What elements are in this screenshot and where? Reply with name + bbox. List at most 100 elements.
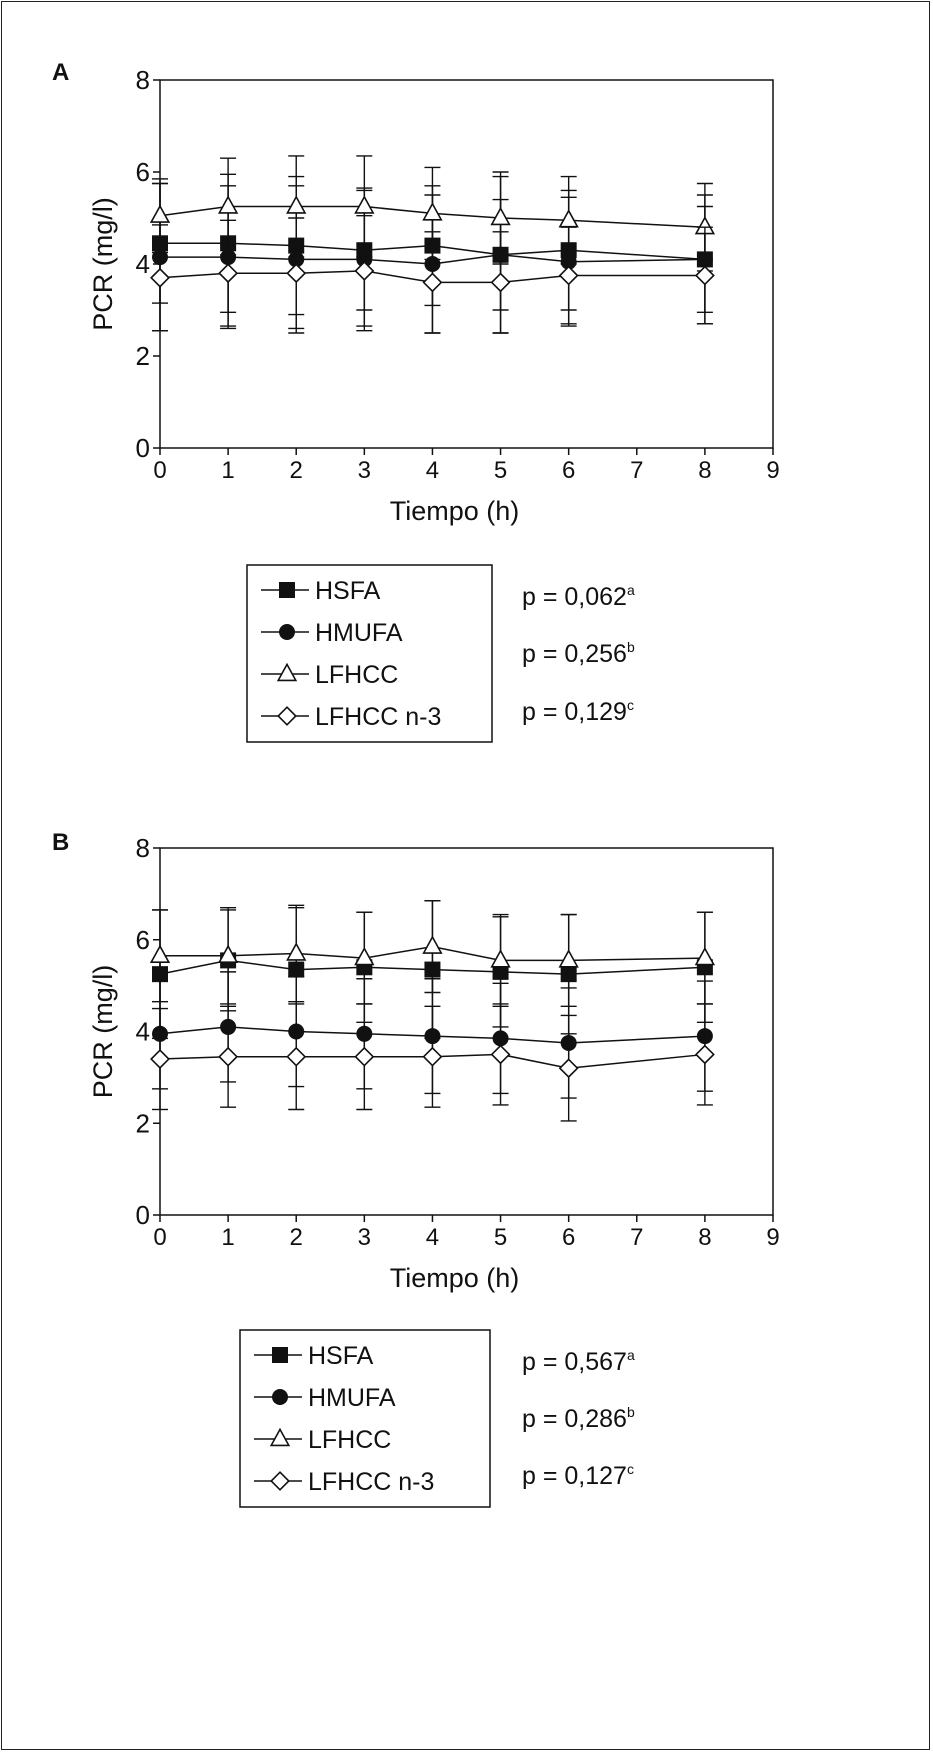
p-value-superscript: b xyxy=(627,1404,635,1420)
series-lfhcc-n-3 xyxy=(150,1003,715,1122)
y-tick-label: 6 xyxy=(136,157,150,187)
x-tick-label: 3 xyxy=(358,457,371,484)
marker-diamond xyxy=(422,272,443,293)
marker-square xyxy=(279,582,295,598)
y-tick-label: 4 xyxy=(136,249,150,279)
y-tick-label: 8 xyxy=(136,65,150,95)
marker-diamond xyxy=(558,265,579,286)
marker-diamond xyxy=(286,263,307,284)
p-value-text: p = 0,127 xyxy=(522,1462,627,1490)
x-tick-label: 8 xyxy=(698,1224,711,1251)
series-line xyxy=(159,1026,705,1044)
x-tick-label: 1 xyxy=(221,457,234,484)
panel-label: B xyxy=(52,829,69,856)
p-value: p = 0,129c xyxy=(522,697,634,726)
legend-item: HSFA xyxy=(261,577,381,605)
marker-triangle xyxy=(276,662,298,682)
marker-triangle xyxy=(149,204,171,223)
y-axis-label: PCR (mg/l) xyxy=(88,965,118,1099)
p-value-text: p = 0,567 xyxy=(522,1348,627,1376)
x-tick-label: 5 xyxy=(494,1224,507,1251)
x-tick-label: 7 xyxy=(630,1224,643,1251)
legend-item: HMUFA xyxy=(254,1384,396,1412)
series-line xyxy=(160,242,705,261)
legend-item: HSFA xyxy=(254,1342,374,1370)
p-value-superscript: c xyxy=(627,1461,634,1477)
marker-triangle xyxy=(558,209,579,228)
legend-label: HSFA xyxy=(308,1342,374,1370)
y-tick-label: 2 xyxy=(136,1108,150,1138)
chart-panel-A: A 0 2 4 6 8 0 1 2 3 4 5 6 7 8 9 Tiempo (h) PCR (mg/l) HSFA… xyxy=(52,59,780,743)
x-tick-label: 0 xyxy=(153,1224,166,1251)
marker-diamond xyxy=(490,272,511,293)
marker-triangle xyxy=(149,944,171,964)
legend-label: HMUFA xyxy=(315,619,403,647)
x-tick-label: 2 xyxy=(290,457,303,484)
x-tick-label: 5 xyxy=(494,457,507,484)
series-line xyxy=(160,254,705,265)
p-value-superscript: b xyxy=(627,639,635,655)
legend-label: HSFA xyxy=(315,577,381,605)
marker-circle xyxy=(272,1389,288,1405)
marker-triangle xyxy=(490,206,511,226)
marker-triangle xyxy=(217,944,239,964)
chart-panel-B: B 0 2 4 6 8 0 1 2 3 4 5 6 7 8 9 Tiempo (h) PCR (mg/l) HSFA… xyxy=(52,829,780,1508)
y-tick-label: 8 xyxy=(136,833,150,863)
marker-triangle xyxy=(558,949,579,968)
x-tick-label: 9 xyxy=(766,457,779,484)
marker-diamond xyxy=(286,1046,307,1067)
series-line xyxy=(159,270,705,284)
marker-triangle xyxy=(269,1427,291,1447)
x-tick-label: 4 xyxy=(426,457,439,484)
y-tick-label: 4 xyxy=(136,1017,150,1047)
legend-label: LFHCC xyxy=(315,661,398,689)
legend-item: HMUFA xyxy=(261,619,403,647)
marker-diamond xyxy=(218,1046,239,1067)
x-axis-label: Tiempo (h) xyxy=(390,496,520,526)
x-tick-label: 1 xyxy=(221,1224,234,1251)
legend-label: LFHCC n-3 xyxy=(308,1468,434,1496)
marker-triangle xyxy=(286,195,307,214)
legend: HSFA HMUFA LFHCC LFHCC n-3 xyxy=(246,564,493,743)
p-value: p = 0,286b xyxy=(522,1404,635,1433)
legend-item: LFHCC n-3 xyxy=(254,1468,434,1496)
marker-diamond xyxy=(150,1049,170,1069)
x-tick-label: 9 xyxy=(766,1224,779,1251)
p-value-superscript: a xyxy=(627,1347,635,1363)
marker-square xyxy=(272,1347,288,1363)
marker-diamond xyxy=(490,1044,511,1065)
marker-triangle xyxy=(354,195,375,214)
marker-diamond xyxy=(354,1046,375,1067)
legend: HSFA HMUFA LFHCC LFHCC n-3 xyxy=(239,1329,491,1508)
x-tick-label: 8 xyxy=(698,457,711,484)
p-value: p = 0,256b xyxy=(522,639,635,668)
p-value: p = 0,062a xyxy=(522,582,635,611)
series-line xyxy=(160,945,705,962)
p-value-text: p = 0,256 xyxy=(522,640,627,668)
legend-label: HMUFA xyxy=(308,1384,396,1412)
x-tick-label: 6 xyxy=(562,1224,575,1251)
marker-diamond xyxy=(270,1471,290,1491)
marker-diamond xyxy=(422,1046,443,1067)
marker-diamond xyxy=(354,260,375,281)
y-tick-label: 0 xyxy=(136,1200,150,1230)
x-tick-label: 4 xyxy=(426,1224,439,1251)
marker-triangle xyxy=(354,946,375,966)
series-line xyxy=(159,1053,705,1069)
y-axis-label: PCR (mg/l) xyxy=(88,197,118,331)
plot-area xyxy=(159,847,774,1216)
legend-item: LFHCC xyxy=(261,661,398,689)
marker-triangle xyxy=(217,195,239,214)
p-value: p = 0,127c xyxy=(522,1461,634,1490)
p-value-superscript: a xyxy=(627,582,635,598)
marker-triangle xyxy=(422,202,443,221)
x-tick-label: 6 xyxy=(562,457,575,484)
marker-triangle xyxy=(694,946,716,966)
marker-triangle xyxy=(490,949,511,968)
series-lfhcc-n-3 xyxy=(150,214,715,334)
legend-item: LFHCC n-3 xyxy=(261,703,441,731)
p-value: p = 0,567a xyxy=(522,1347,635,1376)
x-tick-label: 0 xyxy=(153,457,166,484)
marker-diamond xyxy=(277,706,297,726)
